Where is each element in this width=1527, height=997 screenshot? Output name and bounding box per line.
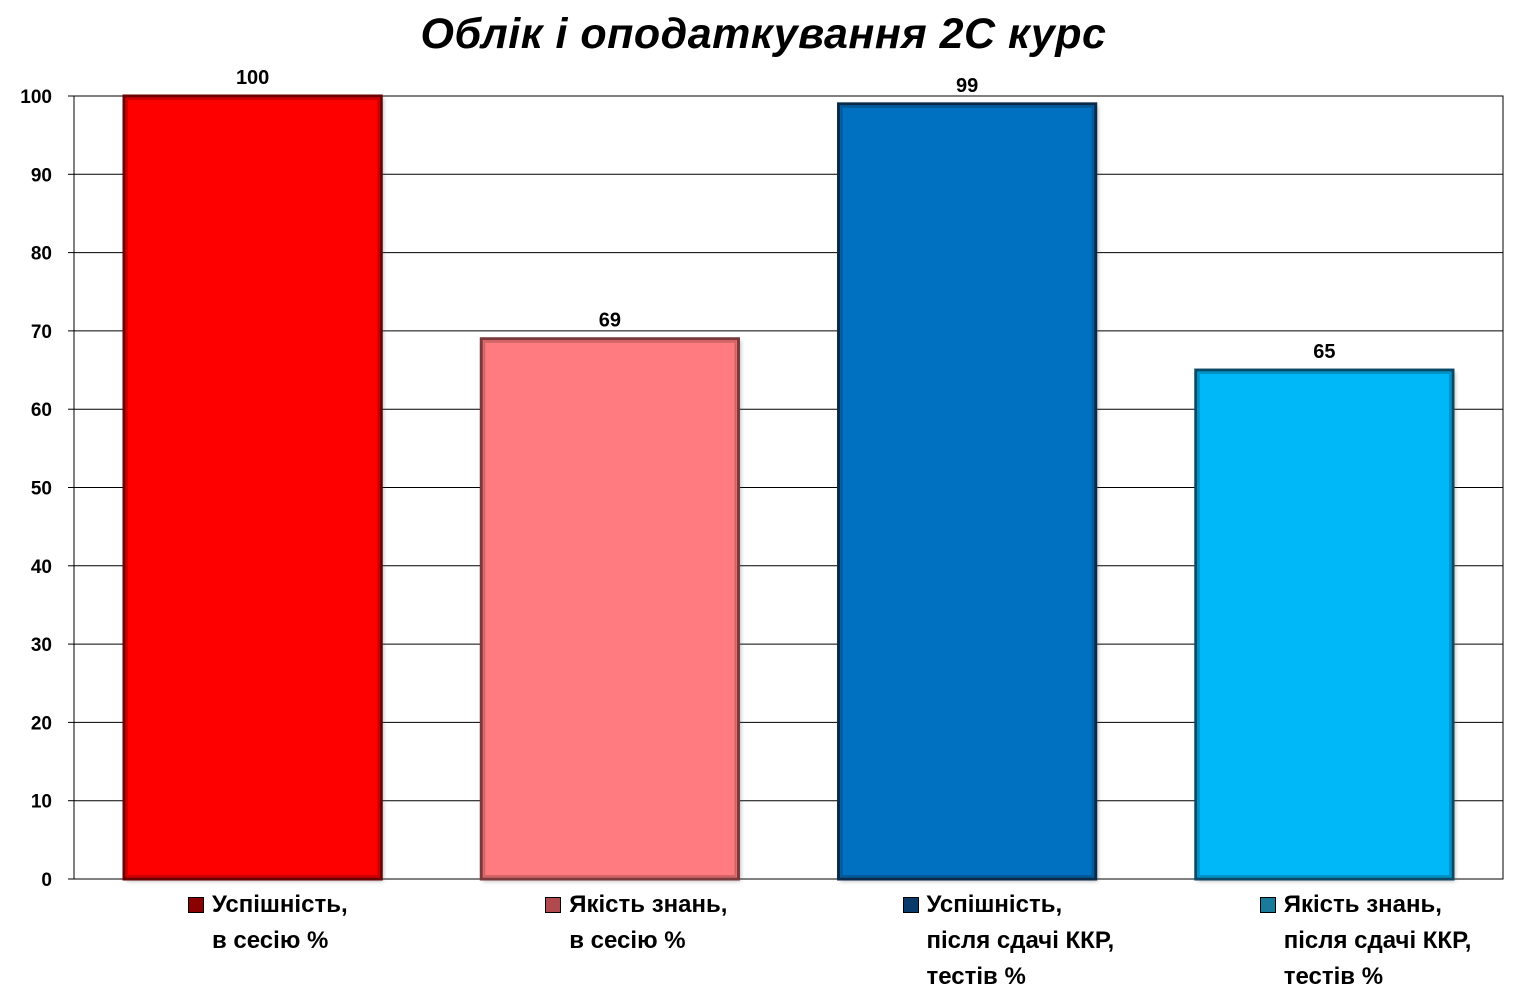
y-tick-label: 80 <box>31 244 52 265</box>
bar <box>1194 368 1455 881</box>
legend-swatch <box>545 897 562 913</box>
y-tick-label: 20 <box>31 713 52 734</box>
data-label: 100 <box>236 67 269 89</box>
bar-inner-edge <box>483 340 737 878</box>
legend-item: Успішність, в сесію % <box>188 887 348 959</box>
legend-item: Якість знань, в сесію % <box>545 887 727 959</box>
y-tick-label: 40 <box>31 557 52 578</box>
y-tick-label: 10 <box>31 792 52 813</box>
legend-swatch <box>188 897 204 913</box>
y-tick-label: 70 <box>31 322 52 343</box>
bar-inner-edge <box>1197 372 1451 877</box>
bar <box>837 102 1098 881</box>
legend-item: Успішність, після сдачі ККР, тестів % <box>902 887 1115 995</box>
y-tick-label: 60 <box>31 400 52 421</box>
chart-title: Облік і оподаткування 2С курс <box>420 10 1107 58</box>
y-tick-label: 30 <box>31 635 52 656</box>
bar <box>479 337 740 881</box>
legend-swatch <box>1259 897 1276 913</box>
y-tick-label: 100 <box>20 87 52 108</box>
bar-inner-edge <box>126 98 380 877</box>
legend-label: Успішність, в сесію % <box>212 891 348 954</box>
data-label: 65 <box>1313 341 1335 363</box>
bar-inner-edge <box>840 105 1094 877</box>
data-label: 99 <box>956 75 978 97</box>
y-tick-label: 0 <box>41 870 52 891</box>
y-tick-label: 90 <box>31 165 52 186</box>
legend-label: Успішність, після сдачі ККР, тестів % <box>926 891 1115 990</box>
y-tick-label: 50 <box>31 479 52 500</box>
legend-item: Якість знань, після сдачі ККР, тестів % <box>1259 887 1472 995</box>
data-label: 69 <box>599 310 621 332</box>
legend-label: Якість знань, після сдачі ККР, тестів % <box>1283 891 1472 990</box>
legend-swatch <box>902 897 919 913</box>
bar <box>122 94 383 881</box>
legend-label: Якість знань, в сесію % <box>569 891 728 954</box>
